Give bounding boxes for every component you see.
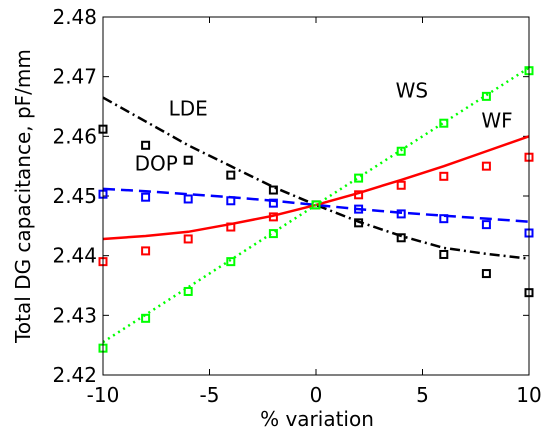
marker [141, 313, 151, 323]
x-tick-label: 5 [416, 383, 429, 407]
marker [183, 194, 193, 204]
marker [396, 233, 406, 243]
marker [141, 140, 151, 150]
marker [183, 234, 193, 244]
x-tick-label: -10 [87, 383, 120, 407]
marker [396, 146, 406, 156]
x-tick-label: 10 [516, 383, 541, 407]
marker [183, 286, 193, 296]
marker [226, 170, 236, 180]
marker [268, 229, 278, 239]
marker [439, 118, 449, 128]
marker [354, 218, 364, 228]
marker [141, 246, 151, 256]
y-tick-label: 2.46 [52, 124, 97, 148]
x-axis-label: % variation [260, 407, 374, 431]
y-axis-label: Total DG capacitance, pF/mm [11, 49, 35, 344]
y-tick-label: 2.42 [52, 363, 97, 387]
marker [481, 220, 491, 230]
marker [226, 222, 236, 232]
plot-frame [102, 16, 530, 376]
marker [396, 209, 406, 219]
marker [141, 192, 151, 202]
marker [226, 257, 236, 267]
marker [439, 249, 449, 259]
series-label: WF [481, 108, 512, 132]
marker [268, 198, 278, 208]
x-tick-label: 0 [310, 383, 323, 407]
y-tick-label: 2.47 [52, 65, 97, 89]
series-label: WS [396, 79, 428, 103]
marker [226, 196, 236, 206]
marker [354, 190, 364, 200]
marker [481, 269, 491, 279]
marker [354, 173, 364, 183]
marker [439, 214, 449, 224]
series-line [102, 96, 530, 260]
marker [354, 204, 364, 214]
series-label: LDE [169, 96, 208, 120]
marker [183, 155, 193, 165]
y-tick-label: 2.45 [52, 184, 97, 208]
marker [268, 185, 278, 195]
marker [481, 161, 491, 171]
marker [396, 180, 406, 190]
series-label: DOP [135, 151, 178, 175]
x-tick-label: -5 [200, 383, 220, 407]
series-line [102, 66, 530, 344]
y-tick-label: 2.44 [52, 244, 97, 268]
y-tick-label: 2.48 [52, 5, 97, 29]
y-tick-label: 2.43 [52, 303, 97, 327]
marker [268, 212, 278, 222]
marker [311, 200, 321, 210]
marker [439, 171, 449, 181]
marker [481, 91, 491, 101]
